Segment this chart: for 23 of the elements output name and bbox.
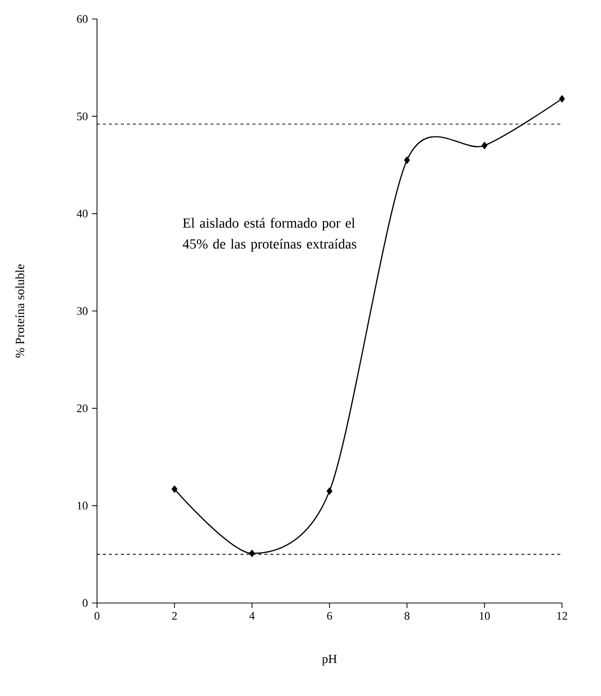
- y-tick-label: 10: [78, 502, 88, 510]
- y-tick-label: 40: [76, 210, 88, 218]
- y-tick-label: 50: [77, 112, 88, 120]
- x-tick-label: 10: [480, 612, 490, 620]
- x-tick-label: 12: [557, 612, 568, 620]
- y-tick-label: 30: [77, 307, 88, 315]
- point: [249, 550, 255, 557]
- x-tick-label: 2: [172, 612, 177, 620]
- point: [326, 487, 332, 495]
- y-tick-label: 20: [77, 404, 88, 412]
- x-tick-label: 8: [404, 612, 410, 620]
- y-tick-label: 60: [77, 15, 88, 23]
- y-tick-label: 0: [82, 599, 88, 607]
- x-tick-label: 0: [94, 612, 100, 620]
- y-axis-title: % Proteína soluble: [15, 264, 24, 358]
- x-axis-title: pH: [322, 654, 337, 666]
- point: [482, 142, 488, 150]
- point: [404, 156, 410, 164]
- point: [559, 95, 565, 102]
- x-tick-label: 4: [249, 612, 255, 620]
- annotation: El aislado está formado por el 45% de las proteínas extraídas: [182, 218, 356, 252]
- x-tick-label: 6: [327, 612, 332, 620]
- point: [172, 486, 178, 493]
